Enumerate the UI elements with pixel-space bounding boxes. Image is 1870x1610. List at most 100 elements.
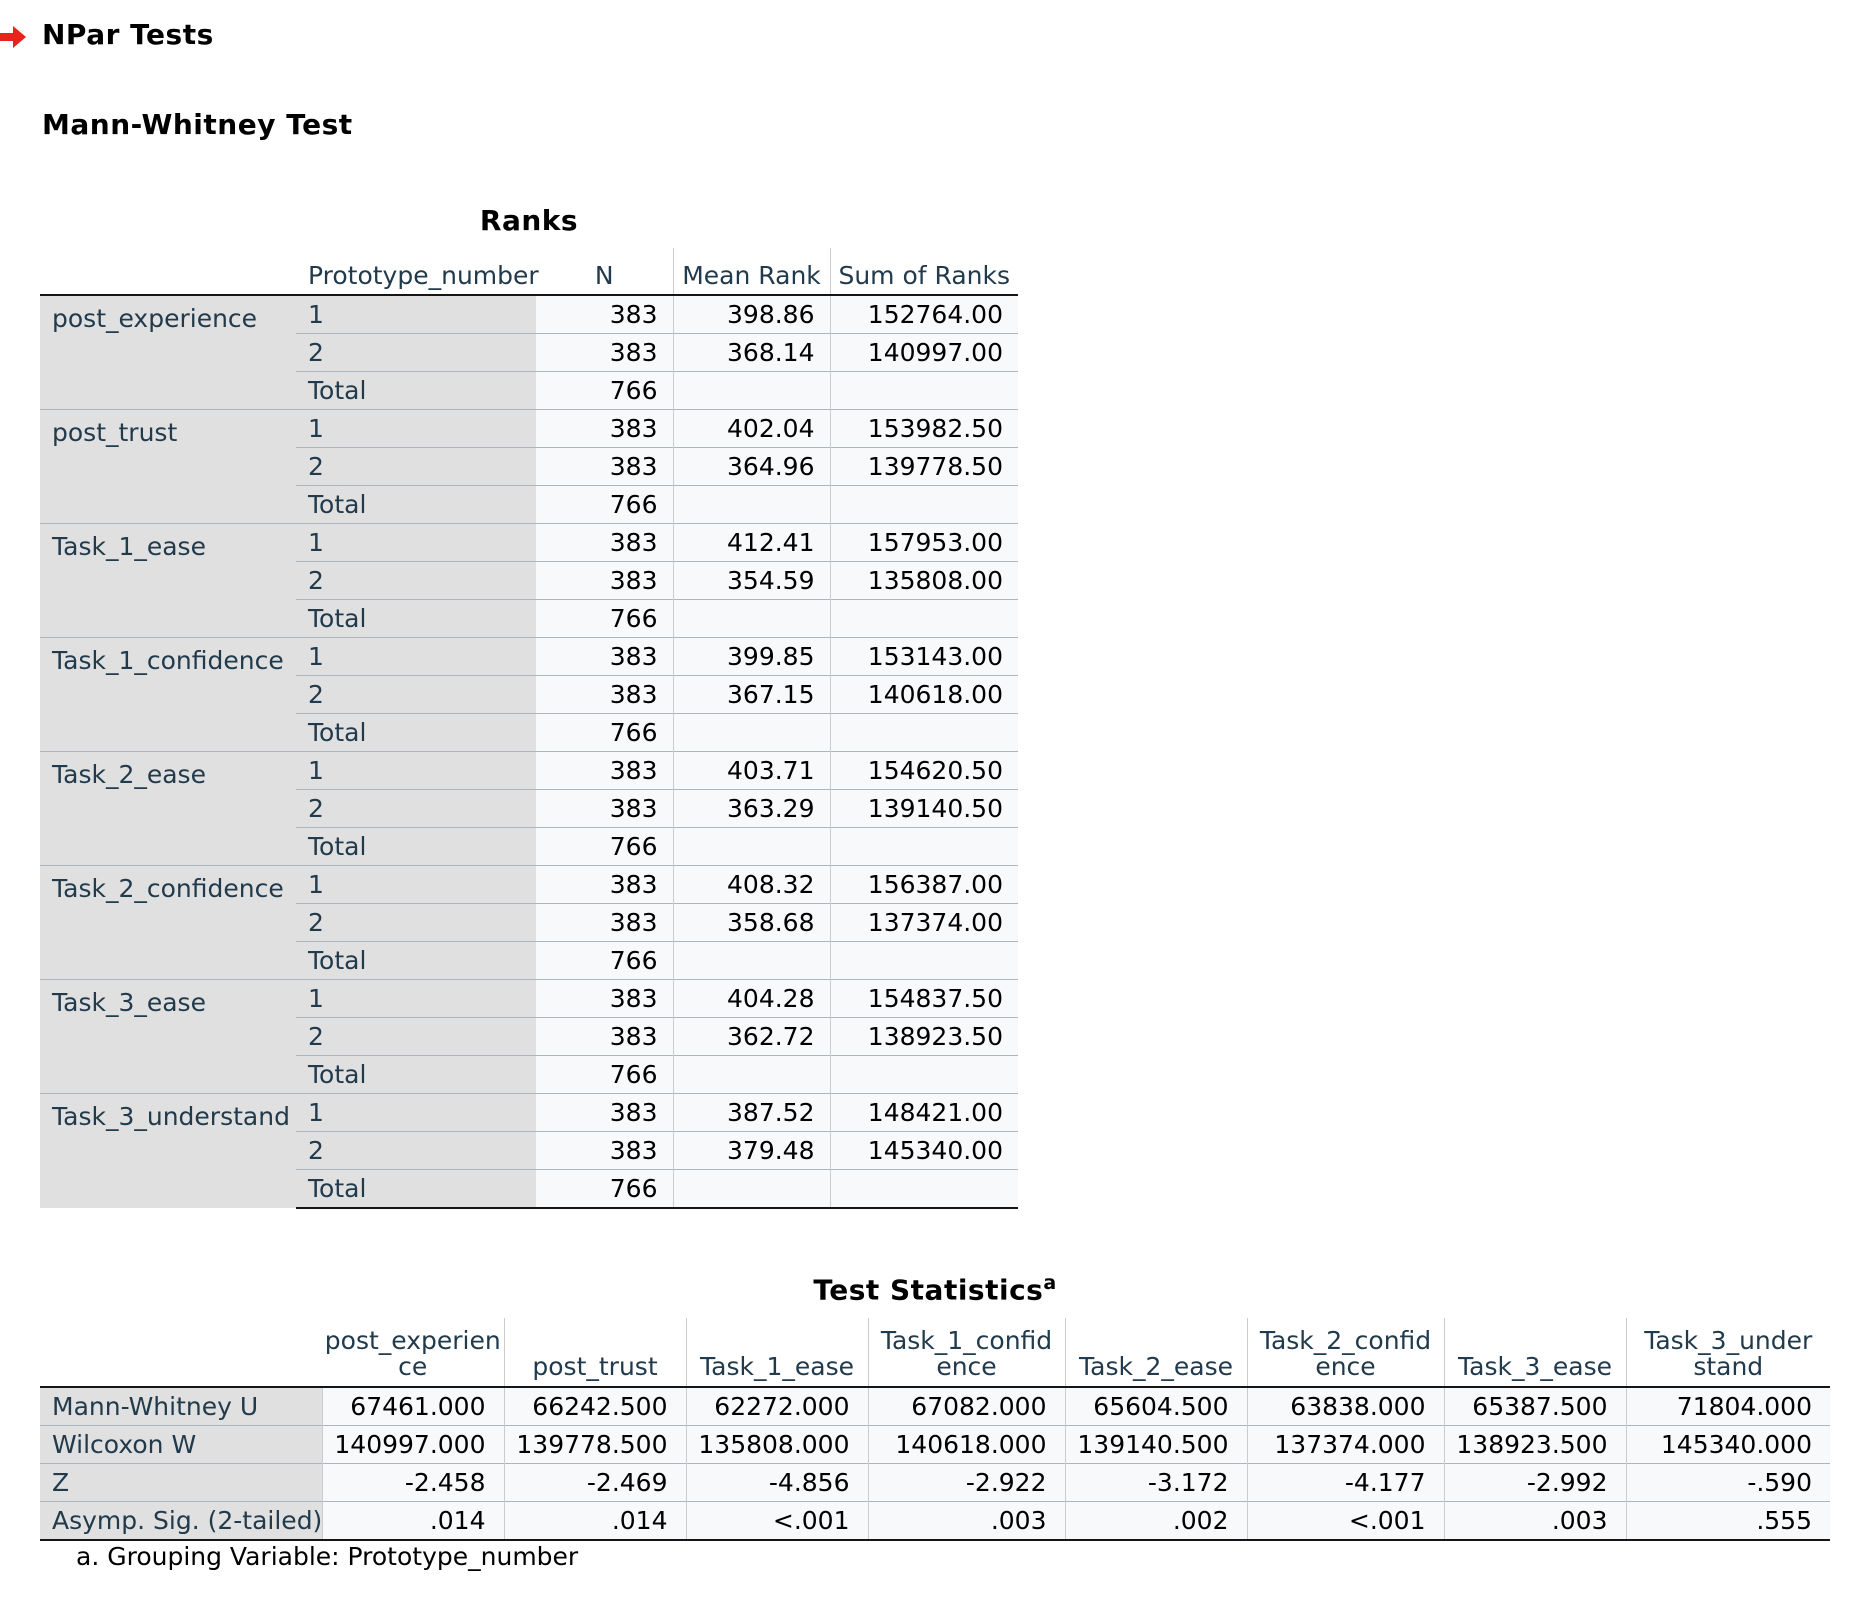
ranks-group-cell: 1 [296, 1093, 536, 1132]
ranks-variable-label: Task_2_ease [40, 751, 296, 866]
ranks-group-cell: Total [296, 371, 536, 410]
ranks-mean-rank-cell: 379.48 [672, 1131, 830, 1170]
stats-value-cell: .003 [1443, 1501, 1626, 1541]
stats-column-header-line: ce [398, 1352, 428, 1381]
ranks-sum-of-ranks-cell: 140618.00 [829, 675, 1018, 714]
stats-column-header: Task_3_ease [1443, 1318, 1626, 1387]
stats-header-row: post_experien ce post_trust Task_1_ease Task… [40, 1318, 1830, 1387]
ranks-header-row: Prototype_number N Mean Rank Sum of Rank… [40, 248, 1018, 295]
ranks-n-cell: 766 [536, 827, 673, 866]
ranks-row: Total 766 [40, 599, 1018, 638]
ranks-mean-rank-cell [672, 599, 830, 638]
stats-corner [40, 1318, 322, 1387]
ranks-sum-of-ranks-cell: 137374.00 [829, 903, 1018, 942]
stats-column-header-line: Task_1_confid [880, 1326, 1053, 1355]
stats-column-header-line: ence [1315, 1352, 1376, 1381]
stats-row-label: Wilcoxon W [40, 1425, 322, 1464]
stats-value-cell: 139140.500 [1064, 1425, 1247, 1464]
ranks-group-cell: Total [296, 599, 536, 638]
ranks-mean-rank-cell: 398.86 [672, 294, 830, 334]
ranks-group-cell: Total [296, 827, 536, 866]
stats-column-header: Task_2_ease [1064, 1318, 1247, 1387]
ranks-mean-rank-cell: 408.32 [672, 865, 830, 904]
stats-value-cell: 65387.500 [1443, 1386, 1626, 1426]
ranks-row: 2 383 367.15 140618.00 [40, 675, 1018, 714]
ranks-n-cell: 383 [536, 409, 673, 448]
stats-value-cell: 65604.500 [1064, 1386, 1247, 1426]
ranks-group-cell: 1 [296, 751, 536, 790]
stats-value-cell: -2.992 [1443, 1463, 1626, 1502]
stats-value-cell: 135808.000 [685, 1425, 868, 1464]
ranks-mean-rank-cell: 404.28 [672, 979, 830, 1018]
stats-value-cell: <.001 [1246, 1501, 1444, 1541]
ranks-mean-rank-cell: 399.85 [672, 637, 830, 676]
ranks-row: Task_1_confidence 1 383 399.85 153143.00 [40, 637, 1018, 752]
stats-value-cell: 139778.500 [503, 1425, 686, 1464]
ranks-n-cell: 383 [536, 1017, 673, 1056]
ranks-row: Total 766 [40, 485, 1018, 524]
ranks-group-cell: 2 [296, 1131, 536, 1170]
ranks-n-cell: 383 [536, 523, 673, 562]
stats-value-cell: 137374.000 [1246, 1425, 1444, 1464]
ranks-row: 2 383 364.96 139778.50 [40, 447, 1018, 486]
ranks-row: Total 766 [40, 827, 1018, 866]
ranks-variable-label: Task_1_ease [40, 523, 296, 638]
ranks-n-cell: 383 [536, 1093, 673, 1132]
ranks-sum-of-ranks-cell [829, 827, 1018, 866]
ranks-n-cell: 383 [536, 675, 673, 714]
ranks-sum-of-ranks-cell [829, 1055, 1018, 1094]
test-statistics-title-text: Test Statistics [813, 1273, 1044, 1307]
ranks-mean-rank-cell: 367.15 [672, 675, 830, 714]
ranks-mean-rank-cell: 354.59 [672, 561, 830, 600]
stats-column-header: post_trust [503, 1318, 686, 1387]
stats-value-cell: 140997.000 [321, 1425, 504, 1464]
stats-column-header-line: Task_2_confid [1259, 1326, 1432, 1355]
ranks-col-group: Prototype_number [308, 261, 539, 290]
stats-value-cell: -2.469 [503, 1463, 686, 1502]
ranks-group-cell: 1 [296, 294, 536, 334]
ranks-row: Task_2_ease 1 383 403.71 154620.50 [40, 751, 1018, 866]
ranks-group-cell: 1 [296, 523, 536, 562]
stats-row: Wilcoxon W 140997.000 139778.500 135808.000… [40, 1425, 1830, 1464]
stats-row: Z -2.458 -2.469 -4.856 -2.922 -3.172 -4.177 -2.… [40, 1463, 1830, 1502]
stats-value-cell: .002 [1064, 1501, 1247, 1541]
ranks-variable-label: Task_3_understand [40, 1093, 296, 1208]
ranks-sum-of-ranks-cell: 153982.50 [829, 409, 1018, 448]
ranks-title: Ranks [479, 204, 579, 237]
stats-value-cell: .555 [1625, 1501, 1830, 1541]
stats-value-cell: 138923.500 [1443, 1425, 1626, 1464]
ranks-row: 2 383 368.14 140997.00 [40, 333, 1018, 372]
ranks-row: Task_1_ease 1 383 412.41 157953.00 [40, 523, 1018, 638]
mann-whitney-heading: Mann-Whitney Test [42, 108, 353, 141]
ranks-mean-rank-cell: 412.41 [672, 523, 830, 562]
stats-row-label: Asymp. Sig. (2-tailed) [40, 1501, 322, 1541]
stats-column-header-line: Task_3_under [1644, 1326, 1813, 1355]
test-statistics-title: Test Statisticsa [40, 1272, 1830, 1306]
ranks-row: Task_3_ease 1 383 404.28 154837.50 [40, 979, 1018, 1094]
ranks-mean-rank-cell [672, 941, 830, 980]
stats-row: Asymp. Sig. (2-tailed) .014.014 <.001.003.… [40, 1501, 1830, 1541]
ranks-group-cell: 2 [296, 789, 536, 828]
ranks-row: Task_2_confidence 1 383 408.32 156387.00 [40, 865, 1018, 980]
ranks-row: Total 766 [40, 713, 1018, 752]
ranks-mean-rank-cell: 387.52 [672, 1093, 830, 1132]
ranks-group-cell: 1 [296, 637, 536, 676]
ranks-corner [40, 248, 296, 295]
ranks-sum-of-ranks-cell [829, 713, 1018, 752]
stats-value-cell: 71804.000 [1625, 1386, 1830, 1426]
ranks-sum-of-ranks-cell: 156387.00 [829, 865, 1018, 904]
ranks-row: 2 383 363.29 139140.50 [40, 789, 1018, 828]
ranks-variable-label: Task_3_ease [40, 979, 296, 1094]
ranks-variable-label: post_experience [40, 294, 296, 410]
stats-row: Mann-Whitney U 67461.000 66242.500 62272.00… [40, 1386, 1830, 1426]
ranks-group-cell: 2 [296, 1017, 536, 1056]
stats-column-header-line: stand [1693, 1352, 1764, 1381]
ranks-group-cell: 1 [296, 865, 536, 904]
ranks-group-cell: 2 [296, 903, 536, 942]
ranks-sum-of-ranks-cell: 138923.50 [829, 1017, 1018, 1056]
ranks-mean-rank-cell: 362.72 [672, 1017, 830, 1056]
ranks-group-cell: 2 [296, 447, 536, 486]
ranks-mean-rank-cell: 368.14 [672, 333, 830, 372]
stats-value-cell: .014 [503, 1501, 686, 1541]
ranks-n-cell: 383 [536, 294, 673, 334]
